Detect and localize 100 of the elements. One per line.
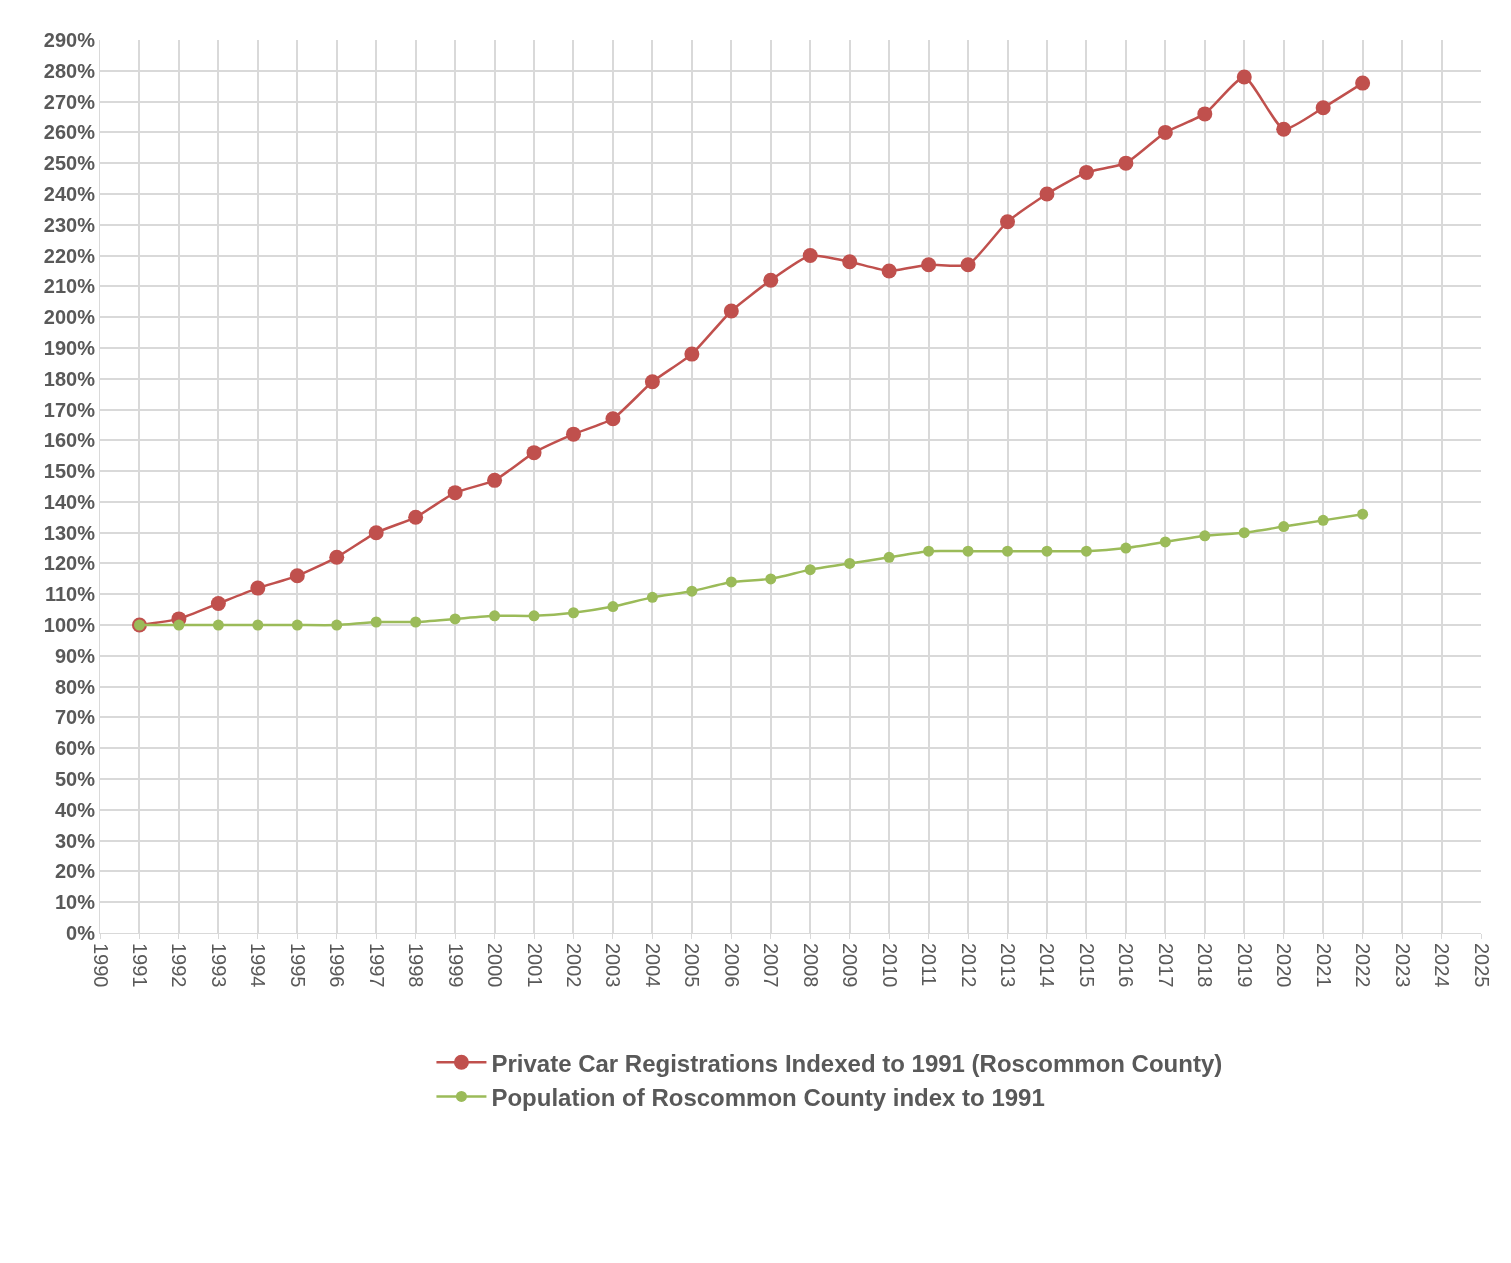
- point: [291, 619, 303, 631]
- point: [605, 411, 621, 427]
- x-tick-label: 2020: [1273, 943, 1296, 988]
- x-tick-label: 2021: [1312, 943, 1335, 988]
- x-tick-label: 1994: [247, 943, 270, 988]
- y-tick-label: 110%: [44, 583, 96, 606]
- x-tick-label: 2000: [484, 943, 507, 988]
- x-tick-label: 1995: [286, 943, 309, 988]
- y-tick-label: 140%: [43, 490, 96, 513]
- point: [644, 374, 660, 390]
- point: [1315, 100, 1331, 116]
- y-tick-label: 80%: [54, 675, 96, 698]
- point: [923, 545, 935, 557]
- point: [1157, 124, 1173, 140]
- legend-label: Population of Roscommon County index to 1991: [491, 1083, 1045, 1111]
- point: [842, 254, 858, 270]
- y-tick-label: 230%: [43, 213, 96, 236]
- point: [1317, 514, 1329, 526]
- point: [1080, 545, 1092, 557]
- point: [686, 585, 698, 597]
- point: [763, 272, 779, 288]
- x-tick-label: 2024: [1431, 943, 1454, 988]
- x-tick-label: 2015: [1075, 943, 1098, 988]
- point: [368, 525, 384, 541]
- x-tick-label: 2008: [799, 943, 822, 988]
- point: [1002, 545, 1014, 557]
- point: [329, 549, 345, 565]
- point: [250, 580, 266, 596]
- point: [802, 248, 818, 264]
- point: [607, 601, 619, 613]
- point: [646, 591, 658, 603]
- point: [765, 573, 777, 585]
- x-tick-label: 1993: [207, 943, 230, 988]
- point: [804, 564, 816, 576]
- point: [449, 613, 461, 625]
- x-tick-label: 2016: [1115, 943, 1138, 988]
- y-tick-label: 160%: [43, 429, 96, 452]
- x-tick-label: 2005: [681, 943, 704, 988]
- x-tick-label: 2007: [760, 943, 783, 988]
- point: [1199, 530, 1211, 542]
- y-tick-label: 0%: [66, 922, 96, 944]
- point: [410, 616, 422, 628]
- y-tick-label: 170%: [43, 398, 96, 421]
- y-tick-label: 280%: [43, 59, 96, 82]
- point: [173, 619, 185, 631]
- y-tick-label: 60%: [54, 737, 96, 760]
- point: [1236, 69, 1252, 85]
- point: [723, 303, 739, 319]
- point: [526, 445, 542, 461]
- point: [289, 568, 305, 584]
- x-tick-label: 2009: [839, 943, 862, 988]
- point: [1120, 542, 1132, 554]
- y-tick-label: 200%: [43, 306, 96, 329]
- x-tick-label: 1991: [128, 943, 151, 988]
- point: [1041, 545, 1053, 557]
- point: [1357, 508, 1369, 520]
- x-tick-label: 1990: [89, 943, 112, 988]
- y-tick-label: 30%: [54, 829, 96, 852]
- y-tick-label: 260%: [43, 121, 96, 144]
- y-tick-label: 40%: [54, 798, 96, 821]
- x-tick-label: 2004: [641, 943, 664, 988]
- x-tick-label: 2013: [997, 943, 1020, 988]
- point: [960, 257, 976, 273]
- x-tick-label: 2018: [1194, 943, 1217, 988]
- x-tick-label: 2014: [1036, 943, 1059, 988]
- y-tick-label: 90%: [54, 644, 96, 667]
- x-tick-label: 1999: [444, 943, 467, 988]
- x-tick-label: 2003: [602, 943, 625, 988]
- y-tick-label: 130%: [43, 521, 96, 544]
- point: [1197, 106, 1213, 122]
- point: [684, 346, 700, 362]
- y-tick-label: 150%: [43, 460, 96, 483]
- point: [962, 545, 974, 557]
- x-tick-label: 2025: [1470, 943, 1493, 988]
- point: [252, 619, 264, 631]
- x-tick-label: 1997: [365, 943, 388, 988]
- point: [489, 610, 501, 622]
- y-tick-label: 190%: [43, 336, 96, 359]
- y-tick-label: 70%: [54, 706, 96, 729]
- y-tick-label: 220%: [43, 244, 96, 267]
- y-tick-label: 250%: [43, 152, 96, 175]
- point: [566, 426, 581, 442]
- point: [1118, 155, 1134, 171]
- point: [1000, 214, 1016, 230]
- x-tick-label: 1992: [168, 943, 191, 988]
- legend-label: Private Car Registrations Indexed to 1991 (Roscommon County): [491, 1049, 1223, 1077]
- point: [844, 557, 856, 569]
- y-tick-label: 20%: [54, 860, 96, 883]
- point: [1078, 164, 1094, 180]
- y-tick-label: 10%: [54, 891, 96, 914]
- x-tick-label: 2012: [957, 943, 980, 988]
- point: [1238, 527, 1250, 539]
- y-tick-label: 180%: [43, 367, 96, 390]
- point: [370, 616, 382, 628]
- x-tick-label: 2023: [1391, 943, 1414, 988]
- point: [881, 263, 897, 279]
- point: [487, 472, 503, 488]
- x-tick-label: 1998: [405, 943, 428, 988]
- point: [212, 619, 224, 631]
- x-tick-label: 2001: [523, 943, 546, 988]
